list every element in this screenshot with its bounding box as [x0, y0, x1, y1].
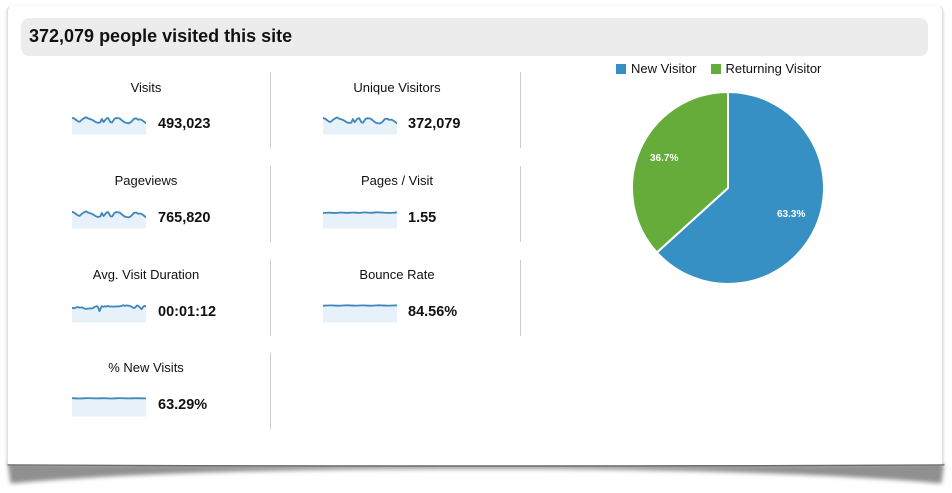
svg-text:36.7%: 36.7%	[650, 153, 678, 164]
svg-text:63.3%: 63.3%	[777, 209, 805, 220]
